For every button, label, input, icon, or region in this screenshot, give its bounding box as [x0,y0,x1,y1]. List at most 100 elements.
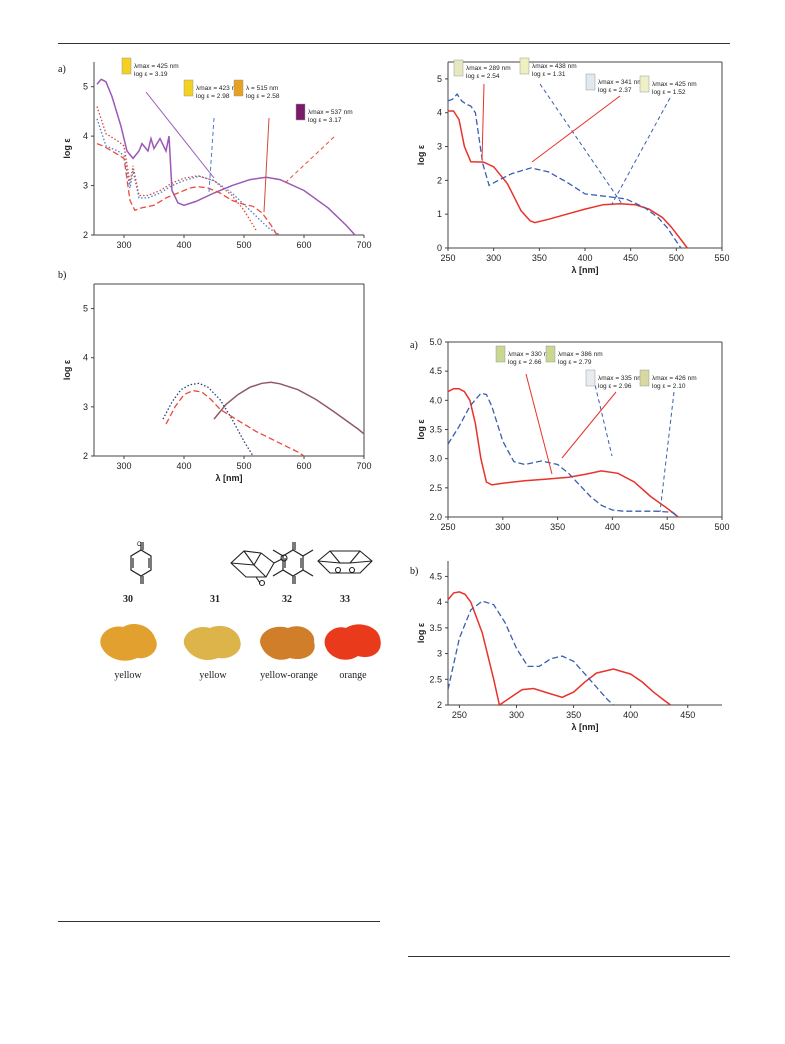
y-tick-label: 2 [83,451,88,461]
series-line-2 [96,106,257,231]
series-line-2 [165,389,305,457]
y-tick-label: 1 [437,209,442,219]
y-tick-label: 5.0 [429,337,442,347]
series-line-3 [96,142,278,236]
x-tick-label: 300 [116,461,131,471]
annotation-label: log ε = 2.54 [466,73,500,80]
vial-icon [585,369,596,387]
series-line-1 [447,600,614,706]
annotation-label: λmax = 537 nm [308,109,353,116]
x-tick-label: 450 [660,522,675,532]
annotation-label: log ε = 3.19 [134,71,168,78]
vial-icon [295,103,306,121]
series-line-0 [447,591,672,707]
y-axis-title: log ε [62,359,72,380]
annotation-label: log ε = 2.10 [652,383,686,390]
y-tick-label: 5 [83,304,88,314]
annotation-label: log ε = 2.58 [246,93,280,100]
x-tick-label: 400 [176,461,191,471]
powder-photo-30 [100,624,157,661]
color-caption-30: yellow [114,670,142,681]
compound-number-32: 32 [282,594,292,605]
uv-vis-chart-right-b: 250 300 350 400 450 2 2.5 3 3.5 4 4.5 log ε λ [nm] [416,561,722,732]
structure-33-cage-dione [317,550,373,574]
y-tick-label: 4.5 [429,366,442,376]
x-tick-label: 300 [509,710,524,720]
vial-icon [545,345,556,363]
y-tick-label: 4 [83,353,88,363]
vial-icon [639,369,650,387]
annotation-arrow [208,117,215,193]
y-tick-label: 4 [437,597,442,607]
x-tick-label: 400 [623,710,638,720]
vial-icon [183,79,194,97]
y-tick-label: 5 [83,82,88,92]
y-tick-label: 5 [437,74,442,84]
y-tick-label: 3 [437,142,442,152]
annotation-label: log ε = 2.66 [508,359,542,366]
y-tick-label: 4 [83,131,88,141]
x-tick-label: 400 [176,240,191,250]
panel-label-right-a: a) [410,340,418,351]
annotation-label: λmax = 386 nm [558,351,603,358]
annotation-label: λmax = 425 nm [652,81,697,88]
annotation-label: log ε = 1.52 [652,89,686,96]
x-tick-label: 700 [356,461,371,471]
annotation-arrow [283,136,335,185]
compound-number-33: 33 [340,594,350,605]
structure-31-duroquinone [272,542,314,584]
footnote-rule-right [408,956,730,957]
annotation-label: log ε = 2.96 [598,383,632,390]
y-tick-label: 3.0 [429,454,442,464]
x-tick-label: 500 [669,253,684,263]
structure-32-cage-dione [230,550,288,587]
uv-vis-chart-right-top: 250 300 350 400 450 500 550 0 1 2 3 4 5 log ε λ [nm] λm… [416,57,730,275]
series-line-1 [447,93,682,249]
panel-label-right-b: b) [410,566,419,577]
y-tick-label: 3 [83,402,88,412]
annotation-label: log ε = 1.31 [532,71,566,78]
panel-label-left-b: b) [58,270,67,281]
y-tick-label: 2 [437,700,442,710]
y-axis-title: log ε [416,419,426,440]
series-line-0 [96,78,356,236]
x-tick-label: 450 [623,253,638,263]
y-tick-label: 2 [83,230,88,240]
y-tick-label: 3 [437,649,442,659]
annotation-arrow [561,391,617,459]
annotation-arrow [145,91,215,179]
annotation-label: log ε = 2.37 [598,87,632,94]
annotation-label: λmax = 335 nm [598,375,643,382]
svg-text:O: O [137,542,142,548]
x-tick-label: 500 [236,240,251,250]
annotation-label: log ε = 2.79 [558,359,592,366]
x-tick-label: 600 [296,240,311,250]
powder-photo-32 [260,626,315,660]
series-line-1 [96,118,281,236]
x-axis-title: λ [nm] [572,722,599,732]
x-tick-label: 250 [452,710,467,720]
x-tick-label: 350 [550,522,565,532]
y-tick-label: 0 [437,243,442,253]
y-axis-title: log ε [62,138,72,159]
vial-icon [585,73,596,91]
annotation-arrow [263,117,270,213]
x-tick-label: 450 [680,710,695,720]
series-line-0 [213,381,365,435]
vial-icon [639,75,650,93]
annotation-label: λ = 515 nm [246,85,278,92]
uv-vis-chart-right-a: 250 300 350 400 450 500 2.0 2.5 3.0 3.5 4.0 4.5 5.0 l… [416,337,730,532]
annotation-label: λmax = 341 nm [598,79,643,86]
annotation-label: λmax = 423 nm [196,85,241,92]
y-tick-label: 4.0 [429,395,442,405]
powder-photo-33 [324,624,381,660]
y-tick-label: 2.5 [429,674,442,684]
compound-number-30: 30 [123,594,133,605]
structure-30-benzoquinone: O [130,542,152,584]
x-axis-title: λ [nm] [216,473,243,483]
series-line-1 [447,392,679,518]
x-tick-label: 550 [714,253,729,263]
annotation-arrow [481,83,485,161]
annotation-label: λmax = 426 nm [652,375,697,382]
